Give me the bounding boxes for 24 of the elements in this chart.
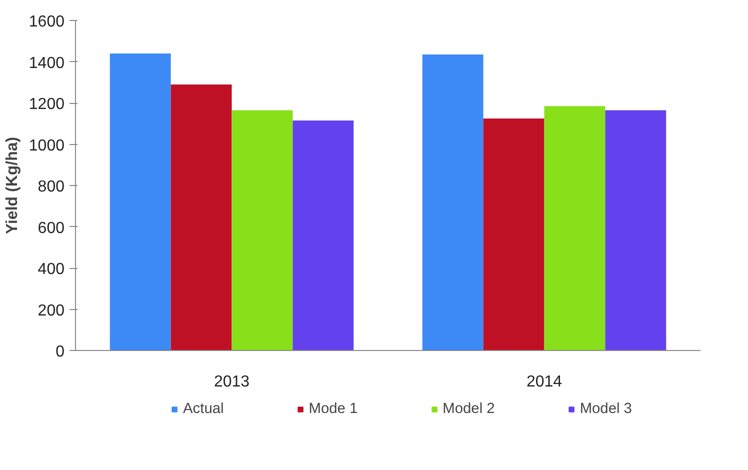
y-tick-label: 1200	[28, 96, 65, 113]
legend-label: Model 3	[580, 401, 632, 417]
legend-label: Model 2	[442, 401, 495, 417]
y-tick-label: 800	[38, 178, 65, 196]
legend-label: Mode 1	[308, 401, 358, 417]
bar	[544, 106, 606, 350]
y-tick-label: 200	[38, 302, 65, 320]
bar	[292, 120, 354, 350]
y-tick-label: 600	[38, 220, 65, 237]
y-tick-label: 400	[38, 261, 65, 278]
bar	[483, 118, 544, 350]
y-tick-label: 0	[56, 344, 65, 360]
x-tick-label: 2014	[526, 374, 562, 390]
bar	[170, 84, 232, 350]
y-tick-label: 1000	[28, 137, 65, 154]
y-tick-label: 1400	[28, 54, 65, 72]
y-tick-label: 1600	[28, 14, 65, 30]
bar	[605, 110, 666, 350]
legend-label: Actual	[183, 401, 224, 417]
y-axis-title: Yield (Kg/ha)	[4, 136, 21, 234]
x-tick-label: 2013	[214, 374, 250, 390]
bar	[110, 54, 171, 350]
bar	[422, 54, 484, 350]
bar	[232, 110, 293, 350]
